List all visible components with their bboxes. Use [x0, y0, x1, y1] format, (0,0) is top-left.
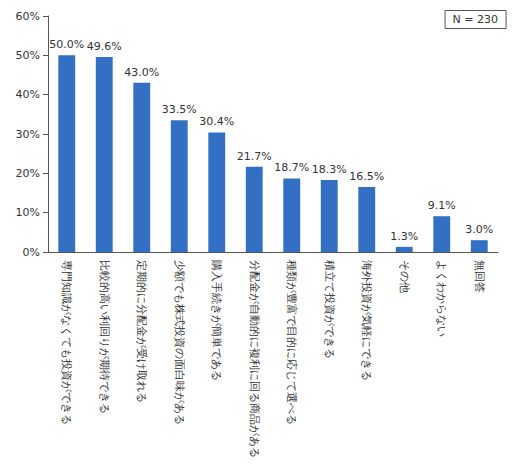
svg-text:16.5%: 16.5%: [349, 170, 384, 183]
svg-text:分配金が自動的に複利に回る商品がある: 分配金が自動的に複利に回る商品がある: [248, 260, 261, 458]
svg-text:50.0%: 50.0%: [49, 38, 84, 51]
svg-text:定期的に分配金が受け取れる: 定期的に分配金が受け取れる: [135, 260, 148, 403]
svg-text:無回答: 無回答: [473, 260, 486, 293]
svg-text:よくわからない: よくわからない: [435, 260, 448, 337]
svg-text:43.0%: 43.0%: [124, 66, 159, 79]
svg-text:1.3%: 1.3%: [390, 230, 418, 243]
svg-text:18.7%: 18.7%: [274, 161, 309, 174]
svg-text:33.5%: 33.5%: [162, 103, 197, 116]
svg-text:海外投資が気軽にできる: 海外投資が気軽にできる: [360, 260, 373, 381]
svg-text:30%: 30%: [16, 128, 40, 141]
svg-text:18.3%: 18.3%: [312, 163, 347, 176]
svg-text:49.6%: 49.6%: [87, 40, 122, 53]
svg-text:60%: 60%: [16, 10, 40, 23]
svg-text:0%: 0%: [23, 246, 40, 259]
svg-text:種類が豊富で目的に応じて選べる: 種類が豊富で目的に応じて選べる: [285, 260, 298, 425]
svg-text:購入手続きが簡単である: 購入手続きが簡単である: [210, 260, 223, 381]
svg-text:50%: 50%: [16, 49, 40, 62]
svg-text:積立て投資ができる: 積立て投資ができる: [323, 260, 336, 359]
svg-text:10%: 10%: [16, 206, 40, 219]
svg-text:N = 230: N = 230: [453, 13, 498, 26]
svg-text:比較的高い利回りが期待できる: 比較的高い利回りが期待できる: [98, 260, 111, 414]
svg-text:その他: その他: [398, 260, 411, 293]
svg-text:9.1%: 9.1%: [428, 199, 456, 212]
svg-text:専門知識がなくても投資ができる: 専門知識がなくても投資ができる: [60, 260, 73, 425]
svg-text:3.0%: 3.0%: [465, 223, 493, 236]
svg-text:少額でも株式投資の面白味がある: 少額でも株式投資の面白味がある: [173, 260, 186, 425]
svg-text:21.7%: 21.7%: [237, 150, 272, 163]
svg-text:20%: 20%: [16, 167, 40, 180]
svg-text:30.4%: 30.4%: [199, 115, 234, 128]
svg-text:40%: 40%: [16, 88, 40, 101]
